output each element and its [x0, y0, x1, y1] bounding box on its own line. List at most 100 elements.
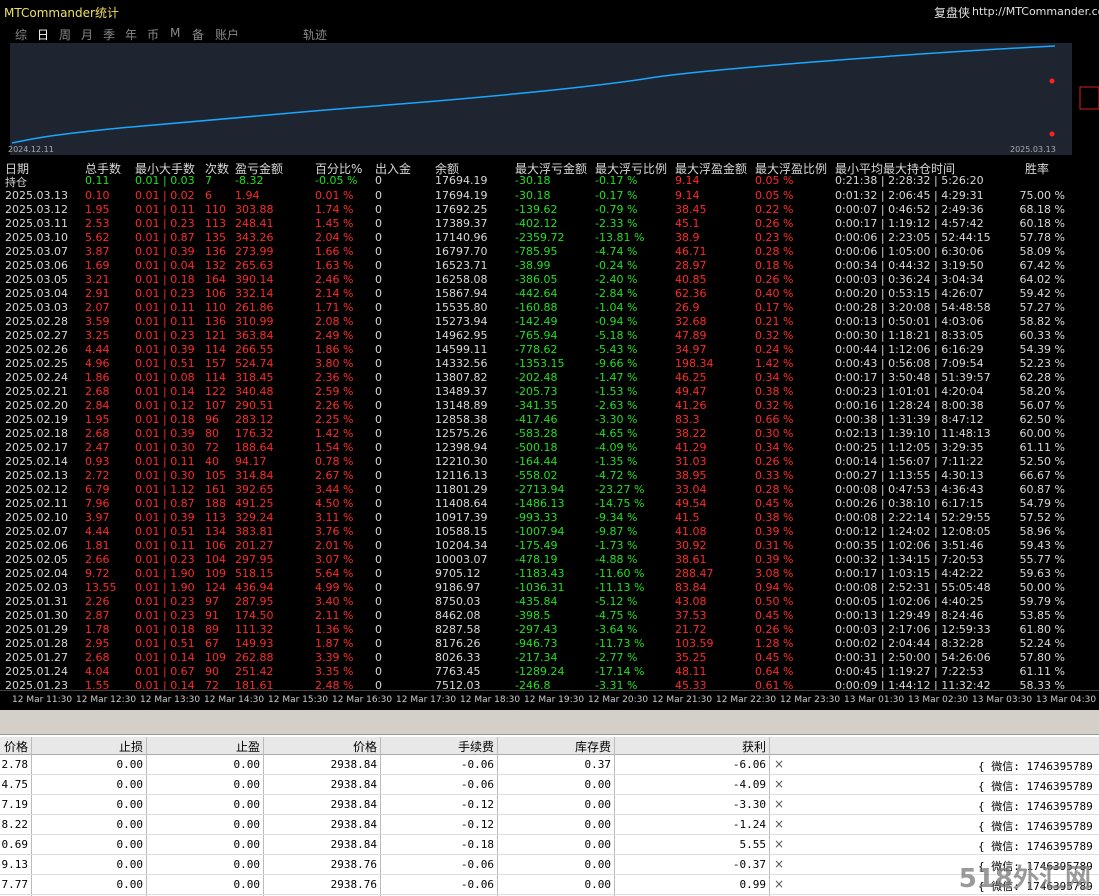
tab[interactable]: 月: [81, 28, 94, 42]
cell: 0: [375, 595, 382, 608]
close-icon[interactable]: ×: [774, 797, 785, 811]
col-sep: [263, 737, 264, 896]
cell: 12398.94: [435, 441, 488, 454]
cell: 2025.03.06: [5, 259, 68, 272]
tab[interactable]: 年: [125, 28, 138, 42]
cell: 16523.71: [435, 259, 488, 272]
cell: 17692.25: [435, 203, 488, 216]
cell: 0.01 | 0.23: [135, 609, 195, 622]
cell: -30.18: [515, 189, 551, 202]
cell: 0:00:05 | 1:02:06 | 4:40:25: [835, 595, 984, 608]
cell: 0.66 %: [755, 413, 794, 426]
cell: 0.26 %: [755, 273, 794, 286]
tab[interactable]: 轨迹: [303, 28, 328, 42]
cell: 0:00:31 | 2:50:00 | 54:26:06: [835, 651, 991, 664]
cell: 266.55: [235, 343, 274, 356]
cell: 2025.03.07: [5, 245, 68, 258]
cell: 132: [205, 259, 226, 272]
cell: 59.43 %: [1019, 539, 1065, 552]
order-cell: -0.12: [460, 818, 494, 831]
cell: 0.61 %: [755, 679, 794, 692]
cell: 0.01 | 0.87: [135, 497, 195, 510]
brand[interactable]: 复盘侠: [934, 6, 971, 20]
cell: 0: [375, 665, 382, 678]
cell: 0:00:32 | 1:34:15 | 7:20:53: [835, 553, 984, 566]
cell: 14332.56: [435, 357, 488, 370]
cell: 0.45 %: [755, 497, 794, 510]
cell: 0: [375, 623, 382, 636]
order-header: 手续费: [457, 740, 494, 754]
cell: 0.30 %: [755, 427, 794, 440]
cell: 0: [375, 539, 382, 552]
cell: 0.01 | 0.04: [135, 259, 195, 272]
cell: 0.01 | 0.11: [135, 203, 195, 216]
order-cell: 0.00: [233, 858, 261, 871]
cell: 0.01 | 0.30: [135, 441, 195, 454]
row-line: [0, 854, 1099, 855]
cell: 0:00:03 | 0:36:24 | 3:04:34: [835, 273, 984, 286]
cell: 0.01 | 0.51: [135, 525, 195, 538]
tab[interactable]: 周: [59, 28, 72, 42]
cell: 0.01 | 0.51: [135, 357, 195, 370]
cell: 0: [375, 455, 382, 468]
close-icon[interactable]: ×: [774, 817, 785, 831]
cell: -2.77 %: [595, 651, 638, 664]
cell: 1.55: [85, 679, 110, 692]
cell: 2025.01.27: [5, 651, 68, 664]
tab[interactable]: 日: [37, 28, 50, 42]
chart-end: 2025.03.13: [1010, 145, 1056, 154]
close-icon[interactable]: ×: [774, 757, 785, 771]
cell: 0:01:32 | 2:06:45 | 4:29:31: [835, 189, 984, 202]
tab[interactable]: M: [170, 26, 181, 40]
cell: 0:00:35 | 1:02:06 | 3:51:46: [835, 539, 984, 552]
cell: 0: [375, 553, 382, 566]
cell: 248.41: [235, 217, 274, 230]
url[interactable]: http://MTCommander.com: [972, 5, 1099, 18]
cell: 0: [375, 301, 382, 314]
close-icon[interactable]: ×: [774, 857, 785, 871]
cell: 0.39 %: [755, 525, 794, 538]
cell: 2025.02.27: [5, 329, 68, 342]
cell: 0: [375, 511, 382, 524]
cell: -4.88 %: [595, 553, 638, 566]
order-cell: 0.00: [233, 778, 261, 791]
order-cell: { 微信: 1746395789 -: [978, 800, 1099, 813]
cell: 0.39 %: [755, 553, 794, 566]
tab[interactable]: 综: [15, 28, 28, 42]
tab[interactable]: 币: [147, 28, 160, 42]
cell: 0:00:30 | 1:18:21 | 8:33:05: [835, 329, 984, 342]
close-icon[interactable]: ×: [774, 777, 785, 791]
cell: 34.97: [675, 343, 707, 356]
cell: -1353.15: [515, 357, 565, 370]
cell: 41.5: [675, 511, 700, 524]
column-header: 出入金: [375, 162, 412, 176]
cell: 0.01 | 0.02: [135, 189, 195, 202]
column-header: 次数: [205, 162, 230, 176]
cell: 12858.38: [435, 413, 488, 426]
close-icon[interactable]: ×: [774, 877, 785, 891]
cell: 3.35 %: [315, 665, 354, 678]
cell: 124: [205, 581, 226, 594]
time-label: 12 Mar 21:30: [652, 695, 713, 705]
close-icon[interactable]: ×: [774, 837, 785, 851]
cell: 0.01 | 1.12: [135, 483, 195, 496]
cell: 0.01 | 0.18: [135, 413, 195, 426]
cell: -500.18: [515, 441, 558, 454]
cell: 32.68: [675, 315, 707, 328]
cell: 0.01 | 0.39: [135, 427, 195, 440]
cell: 188.64: [235, 441, 274, 454]
cell: 1.95: [85, 413, 110, 426]
cell: -1486.13: [515, 497, 565, 510]
cell: 2025.03.04: [5, 287, 68, 300]
order-cell: 0.00: [233, 758, 261, 771]
tab[interactable]: 账户: [215, 28, 240, 42]
tab[interactable]: 季: [103, 28, 116, 42]
cell: 41.26: [675, 399, 707, 412]
cell: 8287.58: [435, 623, 481, 636]
cell: 0.34 %: [755, 441, 794, 454]
tab[interactable]: 备: [192, 28, 205, 42]
cell: 0: [375, 637, 382, 650]
cell: 2025.02.26: [5, 343, 68, 356]
cell: 0.01 | 0.18: [135, 273, 195, 286]
cell: -2.33 %: [595, 217, 638, 230]
